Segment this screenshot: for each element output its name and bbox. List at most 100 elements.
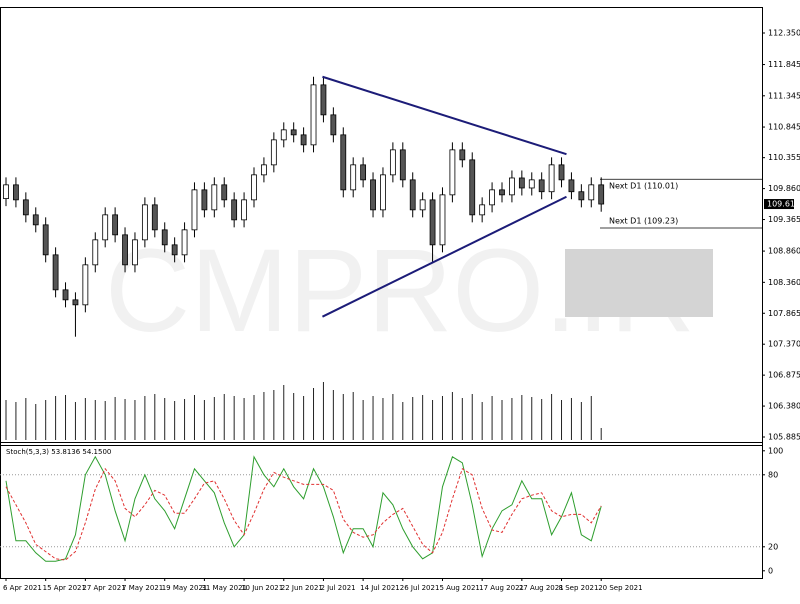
y-tick-label: 112.350 xyxy=(768,28,800,37)
candle-body xyxy=(350,164,357,191)
frame xyxy=(0,7,763,579)
candle-body xyxy=(479,204,486,216)
candle-body xyxy=(429,199,436,246)
candle-body xyxy=(419,199,426,211)
level-label: Next D1 (110.01) xyxy=(609,182,678,191)
y-tick-label: 100 xyxy=(768,446,783,455)
candle-body xyxy=(558,164,565,181)
y-tick-label: 108.360 xyxy=(768,278,800,287)
candle-body xyxy=(568,179,575,193)
x-tick-label: 27 Aug 2021 xyxy=(519,584,564,592)
stoch-line xyxy=(5,455,602,562)
candle-body xyxy=(141,204,148,241)
candle-body xyxy=(22,199,29,216)
y-tick-label: 107.370 xyxy=(768,340,800,349)
candle-body xyxy=(52,254,59,291)
x-tick-label: 15 Apr 2021 xyxy=(43,584,86,592)
candle-body xyxy=(82,264,89,306)
candle-body xyxy=(439,194,446,246)
candle-body xyxy=(191,189,198,231)
candle-body xyxy=(280,129,287,141)
y-tick-label: 106.380 xyxy=(768,402,800,411)
candle-body xyxy=(310,84,317,146)
candle-body xyxy=(509,177,515,196)
x-tick-label: 14 Jul 2021 xyxy=(360,584,400,592)
candle-body xyxy=(241,199,247,221)
candle-body xyxy=(32,214,39,226)
x-tick-label: 27 Apr 2021 xyxy=(82,584,125,592)
x-tick-label: 6 Apr 2021 xyxy=(3,584,42,592)
x-tick-label: 5 Aug 2021 xyxy=(439,584,479,592)
candle-body xyxy=(270,139,277,166)
y-tick-label: 105.885 xyxy=(768,433,800,442)
candle-body xyxy=(13,184,19,201)
stoch-line xyxy=(5,467,602,561)
candle-body xyxy=(340,134,347,191)
x-tick-label: 31 May 2021 xyxy=(201,584,247,592)
candle-body xyxy=(42,224,49,256)
candle-body xyxy=(122,234,128,266)
x-tick-label: 10 Jun 2021 xyxy=(241,584,283,592)
candle-body xyxy=(251,174,257,201)
candle-body xyxy=(598,184,605,205)
candle-body xyxy=(320,84,327,116)
candle-body xyxy=(181,229,188,256)
x-tick-label: 19 May 2021 xyxy=(162,584,208,592)
y-tick-label: 111.845 xyxy=(768,60,800,69)
candle-body xyxy=(330,114,337,136)
candle-body xyxy=(112,214,119,236)
y-tick-label: 107.865 xyxy=(768,309,800,318)
candle-body xyxy=(211,184,218,211)
current-price-label: 109.613 xyxy=(767,200,800,209)
candle-body xyxy=(3,184,9,199)
candle-body xyxy=(161,229,168,246)
trendline xyxy=(322,195,567,318)
x-tick-label: 8 Sep 2021 xyxy=(559,584,599,592)
y-tick-label: 110.845 xyxy=(768,123,800,132)
y-tick-label: 109.860 xyxy=(768,184,800,193)
candle-body xyxy=(588,184,595,201)
candle-body xyxy=(578,191,585,201)
candle-body xyxy=(201,189,208,211)
candle-body xyxy=(370,179,376,211)
candle-body xyxy=(132,239,138,266)
trendline xyxy=(322,75,567,156)
candle-body xyxy=(528,179,535,189)
candle-body xyxy=(360,164,367,181)
candle-body xyxy=(261,164,267,176)
current-price-box xyxy=(764,199,794,210)
x-tick-label: 26 Jul 2021 xyxy=(400,584,440,592)
candle-body xyxy=(290,129,297,136)
y-tick-label: 111.345 xyxy=(768,91,800,100)
candle-body xyxy=(380,174,386,211)
candle-body xyxy=(489,189,495,206)
candle-body xyxy=(62,289,69,301)
candle-body xyxy=(399,149,406,181)
y-tick-label: 106.875 xyxy=(768,371,800,380)
candle-body xyxy=(409,179,416,211)
candle-body xyxy=(518,177,525,189)
y-tick-label: 108.860 xyxy=(768,247,800,256)
y-tick-label: 110.355 xyxy=(768,153,800,162)
y-tick-label: 0 xyxy=(768,566,773,575)
candle-body xyxy=(221,184,228,201)
stoch-title: Stoch(5,3,3) 53.8136 54.1500 xyxy=(6,448,111,456)
candle-body xyxy=(499,189,505,196)
candle-body xyxy=(102,214,109,241)
y-tick-label: 80 xyxy=(768,470,778,479)
candle-body xyxy=(538,179,545,193)
overlay-box xyxy=(565,249,713,317)
x-tick-label: 20 Sep 2021 xyxy=(598,584,642,592)
x-tick-label: 2 Jul 2021 xyxy=(320,584,355,592)
y-tick-label: 109.365 xyxy=(768,215,800,224)
candle-body xyxy=(469,159,476,216)
candle-body xyxy=(151,204,158,231)
x-tick-label: 17 Aug 2021 xyxy=(479,584,524,592)
candle-body xyxy=(92,239,99,266)
y-tick-label: 20 xyxy=(768,542,778,551)
candle-body xyxy=(389,149,396,176)
candle-body xyxy=(449,149,456,196)
candle-body xyxy=(231,199,238,221)
